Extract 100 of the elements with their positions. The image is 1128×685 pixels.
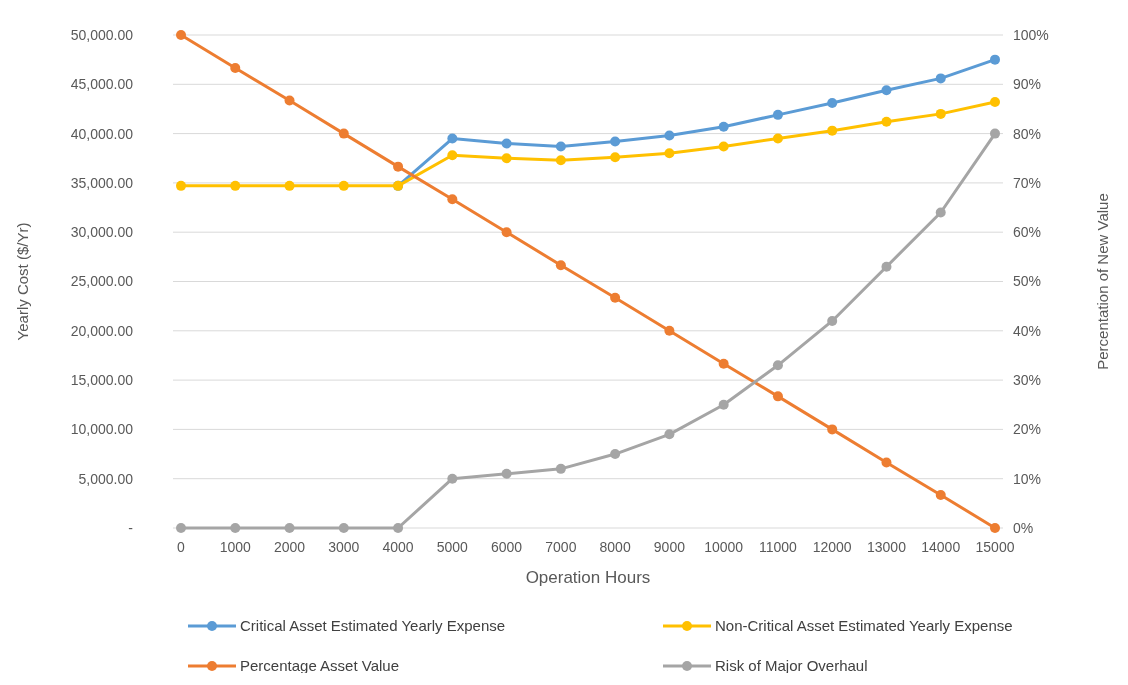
point <box>338 128 349 139</box>
point <box>935 489 946 500</box>
point <box>718 358 729 369</box>
x-axis-title: Operation Hours <box>525 568 651 587</box>
x-tick-label: 7000 <box>545 539 577 555</box>
point <box>555 260 566 271</box>
y-tick-label: 45,000.00 <box>70 76 134 93</box>
point <box>284 95 295 106</box>
y2-tick-label: 70% <box>1013 174 1042 191</box>
x-tick-label: 13000 <box>867 539 907 555</box>
point <box>338 180 349 191</box>
point <box>664 325 675 336</box>
point <box>935 207 946 218</box>
point <box>881 457 892 468</box>
point <box>827 315 838 326</box>
point <box>447 473 458 484</box>
y2-axis-title: Percentation of New Value <box>1094 193 1111 370</box>
point <box>501 138 512 149</box>
point <box>827 424 838 435</box>
point <box>501 153 512 164</box>
point <box>176 30 186 40</box>
y2-tick-label: 50% <box>1013 273 1042 290</box>
point <box>772 391 783 402</box>
point <box>555 155 566 166</box>
point <box>610 449 621 460</box>
legend-label: Non-Critical Asset Estimated Yearly Expense <box>715 617 1013 635</box>
x-tick-label: 2000 <box>273 539 306 555</box>
point <box>610 136 621 147</box>
y2-tick-label: 80% <box>1013 125 1042 142</box>
x-tick-label: 14000 <box>921 539 961 555</box>
x-tick-label: 8000 <box>599 539 631 555</box>
y2-tick-label: 20% <box>1013 421 1042 438</box>
point <box>610 152 621 163</box>
x-tick-label: 12000 <box>812 539 852 555</box>
y2-tick-label: 10% <box>1013 470 1042 487</box>
point <box>990 54 1000 65</box>
point <box>393 161 404 172</box>
point <box>284 523 295 533</box>
point <box>772 133 783 144</box>
point <box>935 108 946 119</box>
point <box>772 360 783 371</box>
x-tick-label: 0 <box>177 539 186 555</box>
point <box>990 97 1000 108</box>
x-tick-label: 10000 <box>704 539 744 555</box>
point <box>664 148 675 159</box>
point <box>501 227 512 238</box>
y2-tick-label: 0% <box>1013 519 1034 536</box>
y2-tick-label: 30% <box>1013 372 1042 388</box>
point <box>718 121 729 132</box>
y-tick-label: 35,000.00 <box>70 174 134 191</box>
x-tick-label: 5000 <box>436 539 469 555</box>
point <box>176 180 186 191</box>
y-tick-label: 40,000.00 <box>70 125 134 142</box>
y2-tick-label: 60% <box>1013 224 1042 241</box>
point <box>393 523 404 533</box>
point <box>935 73 946 84</box>
point <box>176 523 186 533</box>
y-tick-label: - <box>128 519 134 536</box>
point <box>230 180 241 191</box>
y-tick-label: 25,000.00 <box>70 273 134 290</box>
point <box>881 116 892 127</box>
point <box>230 63 241 74</box>
legend-label: Critical Asset Estimated Yearly Expense <box>240 617 506 635</box>
point <box>827 125 838 136</box>
point <box>718 141 729 152</box>
x-tick-label: 3000 <box>328 539 360 555</box>
point <box>555 141 566 152</box>
y-tick-label: 15,000.00 <box>70 372 134 388</box>
point <box>230 523 241 533</box>
x-tick-label: 9000 <box>653 539 686 555</box>
y2-tick-label: 40% <box>1013 322 1042 339</box>
point <box>447 133 458 144</box>
point <box>990 128 1000 139</box>
x-tick-label: 1000 <box>219 539 252 555</box>
point <box>447 150 458 161</box>
point <box>284 180 295 191</box>
point <box>990 523 1000 533</box>
x-tick-label: 4000 <box>382 539 414 555</box>
point <box>827 98 838 109</box>
y-axis-title: Yearly Cost ($/Yr) <box>14 222 31 341</box>
point <box>881 85 892 96</box>
x-tick-label: 11000 <box>758 539 798 555</box>
point <box>501 468 512 479</box>
y-tick-label: 20,000.00 <box>70 322 134 339</box>
y2-tick-label: 100% <box>1013 26 1049 43</box>
point <box>664 130 675 141</box>
point <box>718 399 729 410</box>
point <box>610 292 621 303</box>
y-tick-label: 10,000.00 <box>70 421 134 438</box>
point <box>447 194 458 205</box>
y-tick-label: 30,000.00 <box>70 224 134 241</box>
y-tick-label: 5,000.00 <box>78 470 134 487</box>
point <box>338 523 349 533</box>
y2-tick-label: 90% <box>1013 76 1042 93</box>
point <box>664 429 675 440</box>
point <box>555 463 566 474</box>
point <box>772 109 783 120</box>
point <box>881 261 892 272</box>
x-tick-label: 15000 <box>975 539 1015 555</box>
y-tick-label: 50,000.00 <box>70 26 134 43</box>
